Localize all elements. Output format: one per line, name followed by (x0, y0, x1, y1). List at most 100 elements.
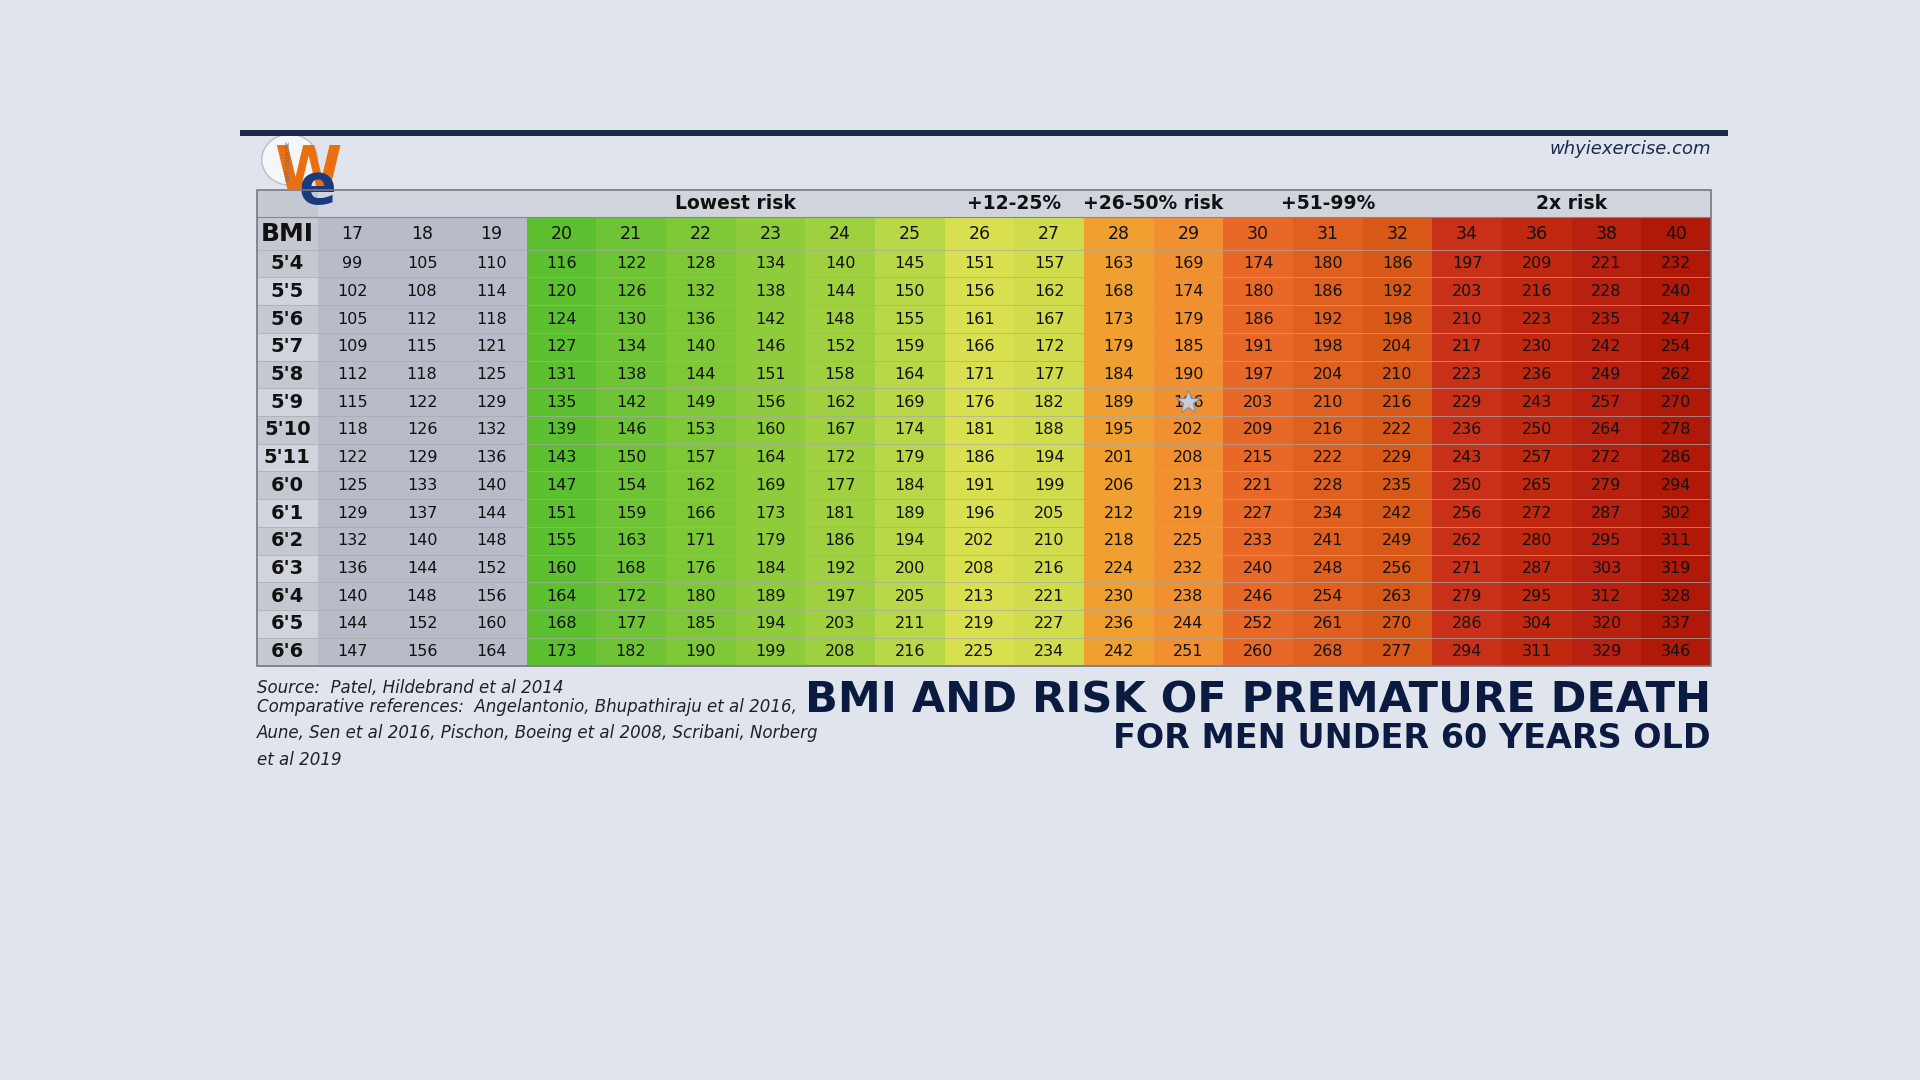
Text: 144: 144 (826, 284, 854, 299)
Text: 125: 125 (338, 477, 367, 492)
Text: 28: 28 (1108, 225, 1129, 243)
Bar (1642, 217, 1711, 665)
Text: 126: 126 (407, 422, 438, 437)
Text: 328: 328 (1661, 589, 1692, 604)
Text: 132: 132 (476, 422, 507, 437)
Bar (257, 190, 317, 249)
Text: 144: 144 (476, 505, 507, 521)
Bar (526, 217, 597, 665)
Text: 26: 26 (968, 225, 991, 243)
Text: 181: 181 (826, 505, 856, 521)
Text: 186: 186 (964, 450, 995, 465)
Text: 212: 212 (1104, 505, 1135, 521)
Text: 206: 206 (1104, 477, 1135, 492)
Text: 180: 180 (1242, 284, 1273, 299)
Text: 225: 225 (1173, 534, 1204, 549)
Text: 233: 233 (1242, 534, 1273, 549)
Text: 262: 262 (1452, 534, 1482, 549)
Text: 294: 294 (1661, 477, 1692, 492)
Text: 109: 109 (338, 339, 367, 354)
Text: 194: 194 (895, 534, 925, 549)
Text: 160: 160 (755, 422, 785, 437)
Text: 189: 189 (755, 589, 785, 604)
Text: 152: 152 (476, 561, 507, 576)
Text: 243: 243 (1523, 394, 1551, 409)
Text: 24: 24 (829, 225, 851, 243)
Text: 105: 105 (338, 311, 367, 326)
Text: 268: 268 (1313, 644, 1342, 659)
Text: 221: 221 (1033, 589, 1064, 604)
Text: 222: 222 (1313, 450, 1342, 465)
Bar (257, 555, 317, 582)
Text: 179: 179 (1104, 339, 1135, 354)
Text: 18: 18 (411, 225, 434, 243)
Bar (257, 638, 317, 665)
Text: 242: 242 (1592, 339, 1622, 354)
Text: 171: 171 (685, 534, 716, 549)
Text: 151: 151 (755, 367, 785, 382)
Text: 144: 144 (407, 561, 438, 576)
Bar (257, 249, 317, 278)
Text: 184: 184 (1104, 367, 1135, 382)
Text: 121: 121 (476, 339, 507, 354)
Text: 286: 286 (1661, 450, 1692, 465)
Text: 196: 196 (1173, 394, 1204, 409)
Text: 246: 246 (1242, 589, 1273, 604)
Text: 99: 99 (342, 256, 363, 271)
Text: 160: 160 (476, 617, 507, 632)
Text: 149: 149 (685, 394, 716, 409)
Text: 270: 270 (1382, 617, 1413, 632)
Text: BMI AND RISK OF PREMATURE DEATH: BMI AND RISK OF PREMATURE DEATH (804, 679, 1711, 721)
Text: 155: 155 (895, 311, 925, 326)
Bar (597, 217, 666, 665)
Bar (257, 582, 317, 610)
Text: 213: 213 (1173, 477, 1204, 492)
Text: 216: 216 (1382, 394, 1413, 409)
Text: 118: 118 (476, 311, 507, 326)
Text: 173: 173 (545, 644, 576, 659)
Text: 105: 105 (407, 256, 438, 271)
Text: 163: 163 (616, 534, 647, 549)
Text: 203: 203 (826, 617, 854, 632)
Text: 40: 40 (1665, 225, 1688, 243)
Text: 270: 270 (1661, 394, 1692, 409)
Text: 205: 205 (895, 589, 925, 604)
Text: 211: 211 (895, 617, 925, 632)
Text: 208: 208 (1173, 450, 1204, 465)
Text: 140: 140 (685, 339, 716, 354)
Text: 173: 173 (1104, 311, 1135, 326)
Text: 200: 200 (895, 561, 925, 576)
Text: 223: 223 (1452, 367, 1482, 382)
Text: 227: 227 (1242, 505, 1273, 521)
Text: 17: 17 (342, 225, 363, 243)
Text: 256: 256 (1452, 505, 1482, 521)
Text: 257: 257 (1592, 394, 1622, 409)
Text: 236: 236 (1523, 367, 1551, 382)
Bar (666, 217, 735, 665)
Text: 126: 126 (616, 284, 647, 299)
Text: 147: 147 (545, 477, 576, 492)
Text: 20: 20 (551, 225, 572, 243)
Text: 219: 219 (964, 617, 995, 632)
Text: 278: 278 (1661, 422, 1692, 437)
Bar (1572, 217, 1642, 665)
Text: 177: 177 (616, 617, 647, 632)
Text: 118: 118 (407, 367, 438, 382)
Text: 102: 102 (338, 284, 367, 299)
Text: 216: 216 (1521, 284, 1551, 299)
Text: 166: 166 (685, 505, 716, 521)
Text: 151: 151 (545, 505, 576, 521)
Text: 159: 159 (616, 505, 647, 521)
Text: 174: 174 (1173, 284, 1204, 299)
Text: 186: 186 (1313, 284, 1344, 299)
Text: 179: 179 (895, 450, 925, 465)
Text: 186: 186 (1382, 256, 1413, 271)
Text: 122: 122 (616, 256, 647, 271)
Text: 263: 263 (1382, 589, 1413, 604)
Text: 262: 262 (1661, 367, 1692, 382)
Text: 124: 124 (545, 311, 576, 326)
Text: 179: 179 (1173, 311, 1204, 326)
Text: 5'7: 5'7 (271, 337, 303, 356)
Text: 152: 152 (826, 339, 854, 354)
Text: 138: 138 (755, 284, 785, 299)
